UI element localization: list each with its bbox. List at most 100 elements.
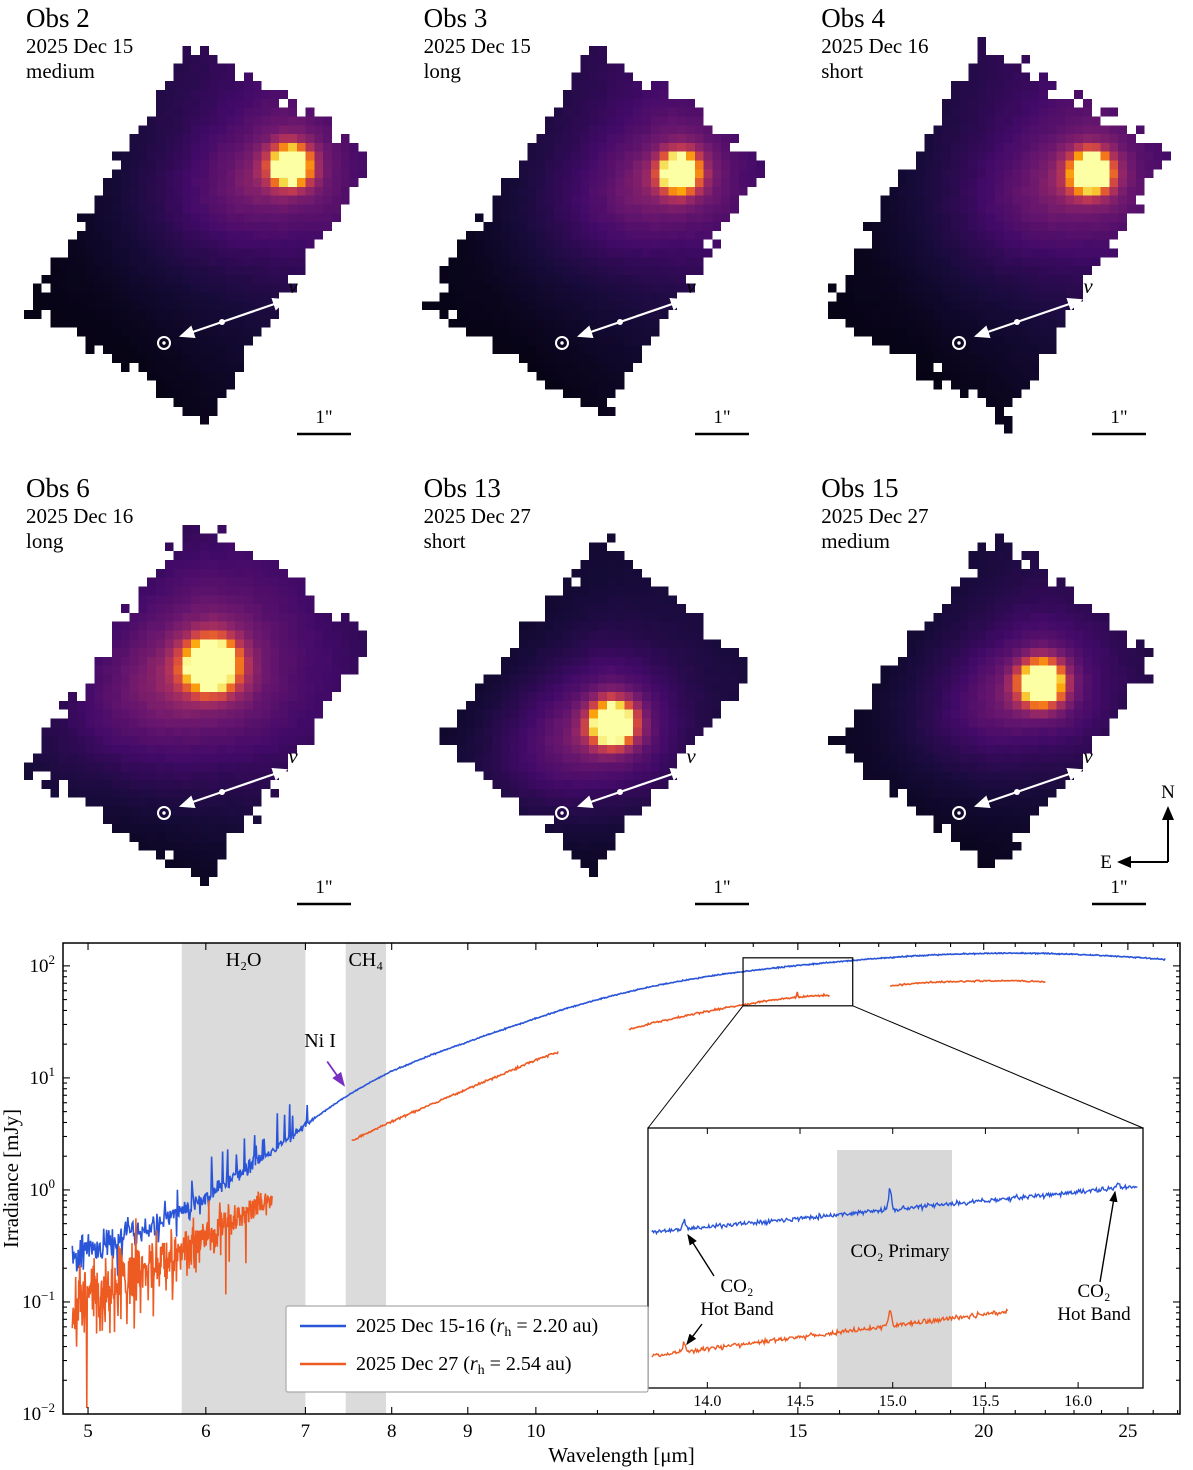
- panel-markers: v 1": [952, 274, 1147, 436]
- sunward-arrow: [178, 320, 223, 338]
- obs-date: 2025 Dec 27: [423, 503, 531, 528]
- obs-date: 2025 Dec 27: [821, 503, 929, 528]
- sun-icon: [952, 336, 967, 350]
- spectrum-curve-1: [890, 979, 1046, 987]
- scale-bar-label: 1": [713, 877, 730, 898]
- x-tick-label: 5: [83, 1421, 93, 1442]
- obs-mode: long: [26, 529, 64, 554]
- panel-overlay: v 1": [952, 274, 1147, 436]
- velocity-label: v: [288, 274, 298, 298]
- axes: 5 6 7 8 9 10 15 20 25 10−2 10−1 100 101 102 Wavelength…: [0, 942, 1181, 1467]
- obs-date: 2025 Dec 16: [26, 503, 134, 528]
- sun-icon-dot: [957, 341, 961, 345]
- scale-bar-label: 1": [315, 407, 332, 428]
- velocity-arrow: [619, 768, 686, 794]
- legend-entry: 2025 Dec 27 (rh = 2.54 au): [356, 1353, 571, 1378]
- sun-icon-dot: [957, 811, 961, 815]
- x-tick-label: 8: [387, 1421, 397, 1442]
- y-tick-label: 101: [30, 1064, 56, 1089]
- obs-label: Obs 2: [26, 3, 90, 33]
- inset-annotation-label: CO₂: [1077, 1281, 1110, 1302]
- velocity-arrow: [619, 298, 686, 324]
- inset-tick-label: 15.0: [879, 1393, 907, 1410]
- panel-title: Obs 4 2025 Dec 16 short: [821, 3, 929, 85]
- spectrum-curve-1: [628, 991, 830, 1031]
- scale-bar-label: 1": [713, 407, 730, 428]
- spectrum-curve-1: [351, 1051, 559, 1141]
- x-tick-label: 10: [526, 1421, 545, 1442]
- obs-label: Obs 4: [821, 3, 885, 33]
- panel-markers: v 1" N E: [952, 744, 1175, 906]
- zoom-connector-left: [647, 1005, 744, 1129]
- zoom-box: [742, 957, 854, 1007]
- comet-image: [421, 2, 774, 451]
- panel-title: Obs 6 2025 Dec 16 long: [26, 473, 134, 555]
- inset-annotation-label: CO₂: [720, 1276, 753, 1297]
- sunward-arrow: [576, 320, 620, 338]
- velocity-arrow: [1016, 298, 1084, 324]
- y-tick-label: 10−1: [22, 1288, 55, 1313]
- compass-east-label: E: [1100, 852, 1112, 873]
- x-tick-label: 15: [788, 1421, 807, 1442]
- inset-annotation-label: Hot Band: [700, 1299, 774, 1320]
- sunward-arrow: [974, 320, 1018, 338]
- sun-icon: [952, 806, 967, 820]
- obs-mode: long: [423, 59, 461, 84]
- obs-mode: medium: [821, 529, 891, 554]
- panel-overlay: v 1": [554, 274, 749, 436]
- panel-overlay: v 1": [157, 274, 351, 436]
- compass-north-label: N: [1161, 782, 1175, 803]
- velocity-label: v: [1084, 274, 1094, 298]
- spectra: [71, 951, 1166, 1409]
- inset-curve-0: [651, 1182, 1138, 1236]
- panel-markers: v 1": [157, 744, 351, 906]
- panel-overlay: v 1" N E: [952, 744, 1175, 906]
- sunward-arrow: [974, 790, 1018, 808]
- obs-mode: short: [423, 529, 466, 554]
- x-tick-label: 25: [1118, 1421, 1137, 1442]
- inset-band-label: CO₂ Primary: [851, 1241, 950, 1262]
- inset-tick-label: 14.5: [786, 1393, 814, 1410]
- panel-markers: v 1": [157, 274, 351, 436]
- inset-annotation-arrow: [1099, 1190, 1118, 1283]
- x-axis-title: Wavelength [μm]: [548, 1443, 695, 1467]
- inset-annotation-label: Hot Band: [1057, 1304, 1131, 1325]
- panel-obs2: Obs 2 2025 Dec 15 medium v 1": [0, 0, 398, 470]
- legend-box: [285, 1305, 649, 1393]
- x-tick-label: 7: [301, 1421, 311, 1442]
- comet-image: [819, 472, 1172, 921]
- comet-image: [421, 472, 774, 921]
- scale-bar-label: 1": [315, 877, 332, 898]
- spectrum-curve-1: [71, 1191, 274, 1409]
- plot-frame: [62, 942, 1181, 1415]
- panel-title: Obs 13 2025 Dec 27 short: [423, 473, 531, 555]
- comet-image: [24, 2, 376, 451]
- panel-obs4: Obs 4 2025 Dec 16 short v 1": [795, 0, 1193, 470]
- sun-icon-dot: [559, 341, 564, 345]
- inset-annotation-arrow: [687, 1233, 715, 1277]
- x-tick-label: 20: [974, 1421, 993, 1442]
- obs-label: Obs 15: [821, 473, 899, 503]
- comet-image: [819, 2, 1172, 451]
- obs-date: 2025 Dec 16: [821, 33, 929, 58]
- spectrum-curve-0: [71, 951, 1166, 1276]
- obs-label: Obs 3: [423, 3, 488, 33]
- band-label: H₂O: [226, 949, 262, 971]
- band-region: [181, 943, 306, 1414]
- comet-image-grid: Obs 2 2025 Dec 15 medium v 1" Obs 3 2025 …: [0, 0, 1193, 940]
- panel-overlay: v 1": [554, 744, 749, 906]
- sun-icon: [554, 336, 569, 350]
- panel-obs15: Obs 15 2025 Dec 27 medium v 1" N E: [795, 470, 1193, 940]
- inset-frame: [647, 1127, 1144, 1389]
- y-tick-label: 10−2: [22, 1400, 55, 1425]
- panel-overlay: v 1": [157, 744, 351, 906]
- scale-bar-label: 1": [1111, 407, 1128, 428]
- ni-annotation-label: Ni I: [304, 1030, 336, 1052]
- velocity-label: v: [1084, 744, 1094, 768]
- panel-obs3: Obs 3 2025 Dec 15 long v 1": [398, 0, 796, 470]
- inset-tick-label: 16.0: [1064, 1393, 1092, 1410]
- obs-mode: medium: [26, 59, 95, 84]
- panel-title: Obs 15 2025 Dec 27 medium: [821, 473, 929, 555]
- obs-mode: short: [821, 59, 864, 84]
- panel-markers: v 1": [554, 744, 749, 906]
